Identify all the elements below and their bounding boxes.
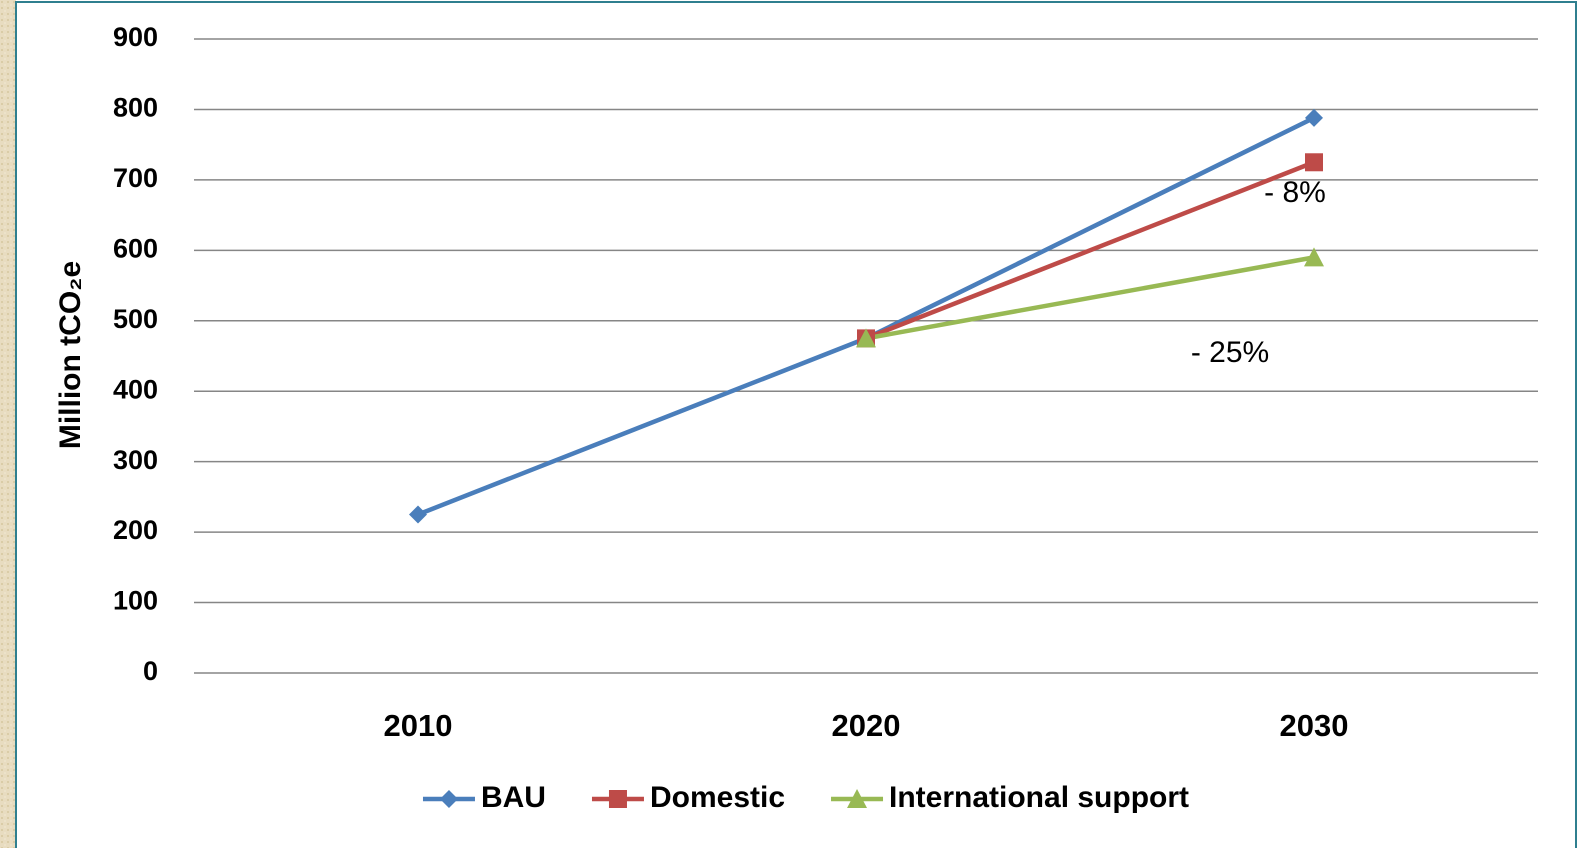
data-point: [409, 505, 427, 524]
data-point: [856, 328, 876, 348]
frame: [15, 1, 1577, 848]
series-line: [865, 255, 1315, 341]
data-point: [1305, 108, 1323, 127]
y-tick-label: 700: [113, 163, 158, 193]
side-texture: [0, 0, 16, 848]
y-tick-label: 500: [113, 304, 158, 334]
y-tick-label: 900: [113, 22, 158, 52]
legend-label: Domestic: [650, 781, 785, 814]
y-tick-label: 300: [113, 445, 158, 475]
legend-label: International support: [889, 781, 1189, 814]
x-tick-label: 2010: [384, 708, 453, 743]
series-line: [865, 160, 1315, 341]
y-tick-label: 200: [113, 515, 158, 545]
annotation: - 25%: [1191, 336, 1269, 369]
y-axis-label: Million tCO₂e: [54, 261, 87, 449]
y-tick-label: 800: [113, 93, 158, 123]
y-tick-label: 100: [113, 586, 158, 616]
y-tick-label: 0: [143, 656, 158, 686]
legend-marker: [608, 790, 627, 808]
legend-marker: [847, 789, 868, 808]
legend-label: BAU: [481, 781, 546, 814]
y-tick-label: 600: [113, 233, 158, 263]
x-tick-label: 2020: [832, 708, 901, 743]
data-point: [1305, 153, 1323, 172]
data-point: [1304, 247, 1324, 267]
y-tick-label: 400: [113, 374, 158, 404]
x-tick-label: 2030: [1280, 708, 1349, 743]
legend-marker: [439, 790, 458, 808]
annotation: - 8%: [1264, 176, 1326, 209]
